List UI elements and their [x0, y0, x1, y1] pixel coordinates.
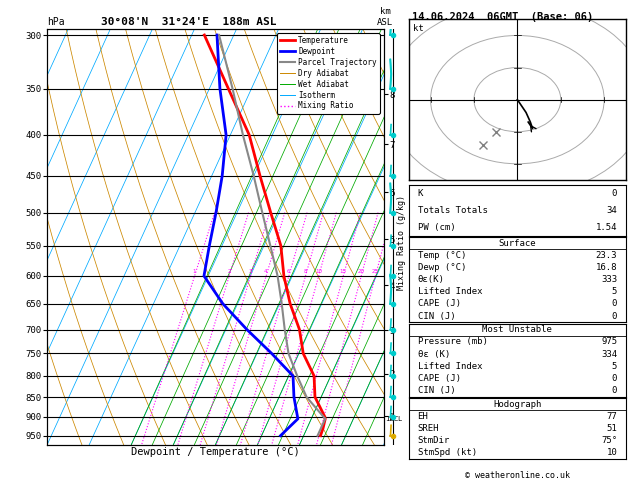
Text: 34: 34: [606, 206, 617, 215]
Text: 16.8: 16.8: [596, 263, 617, 272]
Text: 15: 15: [340, 269, 347, 274]
Text: EH: EH: [418, 412, 428, 421]
Text: 20: 20: [357, 269, 364, 274]
Text: CAPE (J): CAPE (J): [418, 374, 460, 383]
Text: 8: 8: [303, 269, 307, 274]
Text: Surface: Surface: [499, 239, 536, 248]
Text: Totals Totals: Totals Totals: [418, 206, 487, 215]
Text: θε (K): θε (K): [418, 349, 450, 359]
Text: CIN (J): CIN (J): [418, 386, 455, 395]
Text: StmDir: StmDir: [418, 436, 450, 445]
Text: Mixing Ratio (g/kg): Mixing Ratio (g/kg): [397, 195, 406, 291]
Text: 334: 334: [601, 349, 617, 359]
Text: 30°08'N  31°24'E  188m ASL: 30°08'N 31°24'E 188m ASL: [101, 17, 277, 27]
Text: 10: 10: [606, 448, 617, 457]
Text: 5: 5: [612, 287, 617, 296]
Text: 2: 2: [227, 269, 231, 274]
Text: 51: 51: [606, 424, 617, 433]
Text: 6: 6: [287, 269, 291, 274]
Text: km
ASL: km ASL: [377, 7, 393, 27]
Text: 4: 4: [264, 269, 268, 274]
Text: CAPE (J): CAPE (J): [418, 299, 460, 309]
Text: 14.06.2024  06GMT  (Base: 06): 14.06.2024 06GMT (Base: 06): [412, 12, 593, 22]
Text: 333: 333: [601, 275, 617, 284]
Text: K: K: [418, 189, 423, 198]
Text: CIN (J): CIN (J): [418, 312, 455, 321]
Text: Lifted Index: Lifted Index: [418, 362, 482, 371]
Text: 10: 10: [315, 269, 322, 274]
Text: Dewp (°C): Dewp (°C): [418, 263, 466, 272]
Text: 0: 0: [612, 312, 617, 321]
Text: Temp (°C): Temp (°C): [418, 251, 466, 260]
Text: 1LCL: 1LCL: [385, 416, 402, 422]
Text: © weatheronline.co.uk: © weatheronline.co.uk: [465, 471, 570, 480]
X-axis label: Dewpoint / Temperature (°C): Dewpoint / Temperature (°C): [131, 448, 300, 457]
Text: SREH: SREH: [418, 424, 439, 433]
Text: hPa: hPa: [47, 17, 65, 27]
Text: 975: 975: [601, 337, 617, 347]
Text: 0: 0: [612, 299, 617, 309]
Legend: Temperature, Dewpoint, Parcel Trajectory, Dry Adiabat, Wet Adiabat, Isotherm, Mi: Temperature, Dewpoint, Parcel Trajectory…: [277, 33, 380, 114]
Text: Hodograph: Hodograph: [493, 399, 542, 409]
Text: 5: 5: [612, 362, 617, 371]
Text: PW (cm): PW (cm): [418, 223, 455, 232]
Text: kt: kt: [413, 24, 424, 33]
Text: 0: 0: [612, 374, 617, 383]
Text: 0: 0: [612, 189, 617, 198]
Text: Most Unstable: Most Unstable: [482, 325, 552, 334]
Text: 25: 25: [372, 269, 379, 274]
Text: 1: 1: [192, 269, 196, 274]
Text: θε(K): θε(K): [418, 275, 445, 284]
Text: 3: 3: [248, 269, 252, 274]
Text: 1.54: 1.54: [596, 223, 617, 232]
Text: Lifted Index: Lifted Index: [418, 287, 482, 296]
Text: 23.3: 23.3: [596, 251, 617, 260]
Text: StmSpd (kt): StmSpd (kt): [418, 448, 477, 457]
Text: 77: 77: [606, 412, 617, 421]
Text: 0: 0: [612, 386, 617, 395]
Text: Pressure (mb): Pressure (mb): [418, 337, 487, 347]
Text: 75°: 75°: [601, 436, 617, 445]
